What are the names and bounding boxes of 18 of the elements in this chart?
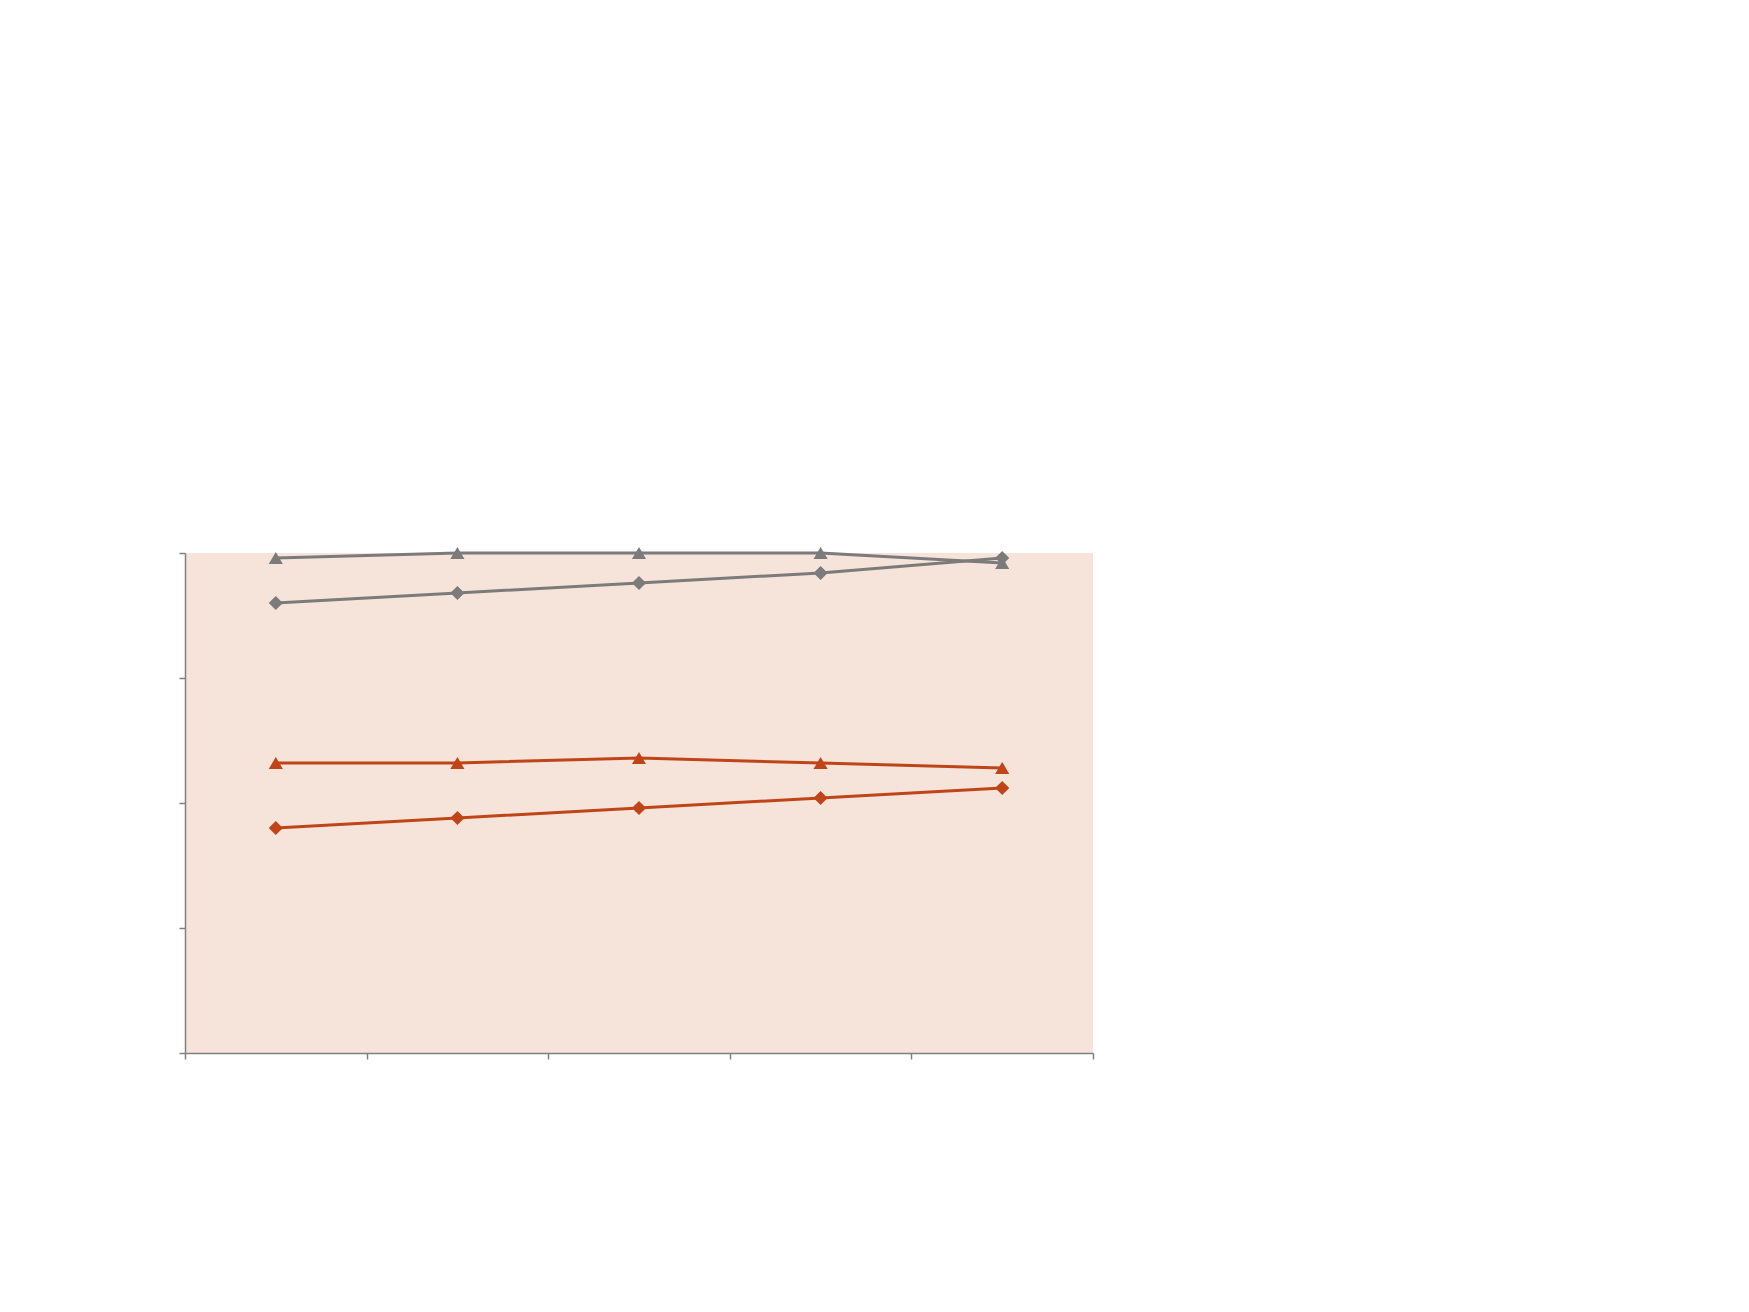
point (631, 800, 647, 816)
point (995, 780, 1010, 796)
point (813, 756, 828, 770)
point (268, 756, 283, 770)
point (268, 820, 283, 836)
point (268, 595, 283, 611)
point (813, 546, 828, 560)
point (813, 565, 828, 581)
point (631, 546, 647, 560)
point (450, 756, 465, 770)
point (450, 585, 465, 601)
point (631, 575, 647, 591)
point (813, 790, 828, 806)
point (450, 810, 465, 826)
point (450, 546, 465, 560)
point (995, 761, 1010, 775)
point (268, 551, 283, 565)
point (631, 751, 647, 765)
